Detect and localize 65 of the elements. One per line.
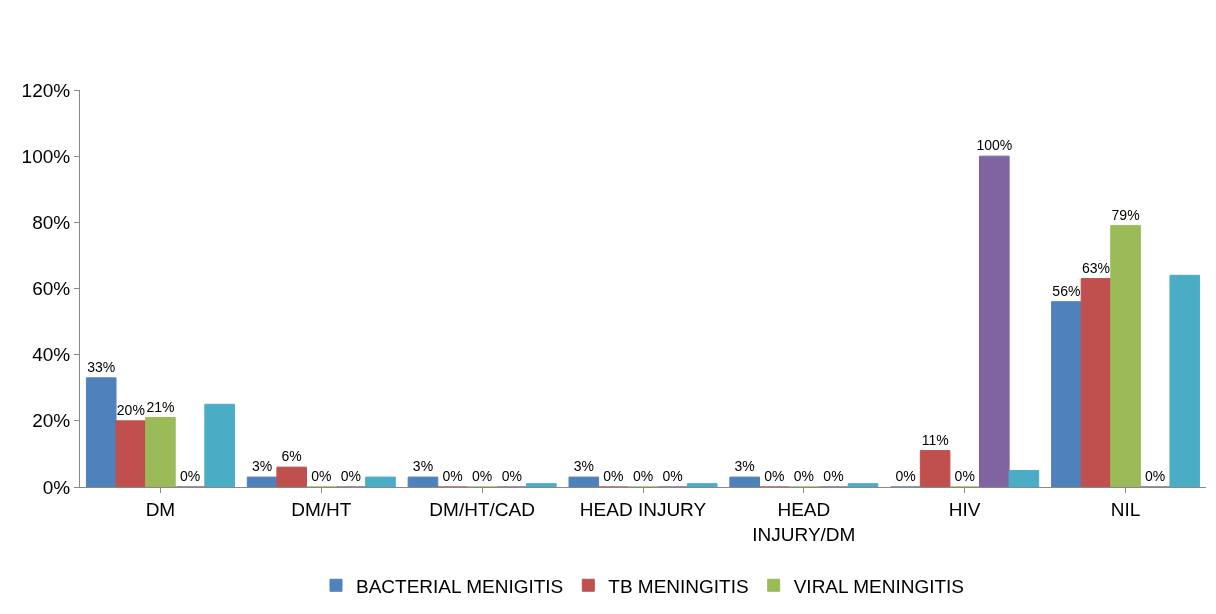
bar: [246, 476, 278, 487]
data-label: 0%: [632, 468, 654, 484]
bar: [115, 420, 147, 487]
bar: [1008, 469, 1040, 487]
bar: [919, 450, 951, 487]
data-label: 3%: [412, 458, 434, 475]
x-tick-label: HEAD INJURY/DM: [752, 498, 856, 545]
y-tick-label: 60%: [32, 278, 71, 300]
y-tick-label: 120%: [21, 79, 71, 101]
data-label: 0%: [311, 468, 332, 484]
data-label: 100%: [976, 137, 1013, 154]
x-tick-label: HIV: [948, 498, 981, 520]
data-label: 6%: [281, 448, 302, 465]
data-label: 63%: [1081, 259, 1110, 276]
data-label: 11%: [921, 431, 949, 448]
data-label: 0%: [472, 468, 493, 484]
x-tick-label: HEAD INJURY: [579, 498, 707, 520]
data-label: 0%: [823, 468, 844, 484]
data-label: 3%: [251, 458, 273, 475]
x-tick-label: DM/HT: [291, 498, 352, 520]
y-tick-label: 80%: [32, 211, 71, 233]
bar: [1169, 274, 1201, 487]
data-label: 33%: [87, 358, 116, 375]
bar: [847, 483, 879, 487]
data-label: 0%: [603, 468, 624, 484]
bar: [204, 403, 235, 487]
bar: [1051, 301, 1082, 487]
y-tick-label: 40%: [32, 344, 71, 366]
y-tick-label: 100%: [21, 145, 71, 167]
x-tick-label: NIL: [1110, 498, 1141, 520]
bar: [85, 377, 117, 487]
y-tick-label: 20%: [32, 410, 71, 432]
data-label: 0%: [954, 468, 975, 484]
data-label: 0%: [793, 468, 814, 484]
bar: [407, 476, 439, 487]
x-tick-label: DM: [145, 498, 176, 520]
data-label: 3%: [734, 458, 755, 475]
bar: [729, 476, 760, 487]
data-label: 0%: [179, 468, 201, 484]
bar: [979, 155, 1010, 487]
data-label: 0%: [340, 468, 361, 484]
data-label: 0%: [501, 468, 522, 484]
x-tick-label: DM/HT/CAD: [429, 498, 535, 520]
bar: [1110, 225, 1141, 487]
data-label: 20%: [116, 401, 145, 418]
bar: [526, 483, 557, 487]
data-label: 56%: [1052, 282, 1081, 299]
data-label: 0%: [662, 468, 683, 484]
data-label: 3%: [573, 458, 594, 475]
bar: [145, 417, 176, 487]
bar: [686, 483, 718, 487]
bar: [276, 466, 307, 487]
data-label: 0%: [1145, 468, 1166, 484]
legend-label: BACTERIAL MENIGITIS: [356, 575, 564, 597]
y-tick-label: 0%: [42, 476, 71, 498]
data-label: 0%: [764, 468, 785, 484]
legend-label: TB MENINGITIS: [608, 575, 749, 597]
bar: [568, 476, 600, 487]
data-label: 21%: [146, 398, 175, 415]
data-label: 79%: [1111, 206, 1140, 223]
data-label: 0%: [442, 468, 463, 484]
data-label: 0%: [895, 468, 916, 484]
bar: [365, 476, 396, 487]
bar: [1080, 278, 1112, 487]
legend-label: VIRAL MENINGITIS: [793, 575, 965, 597]
